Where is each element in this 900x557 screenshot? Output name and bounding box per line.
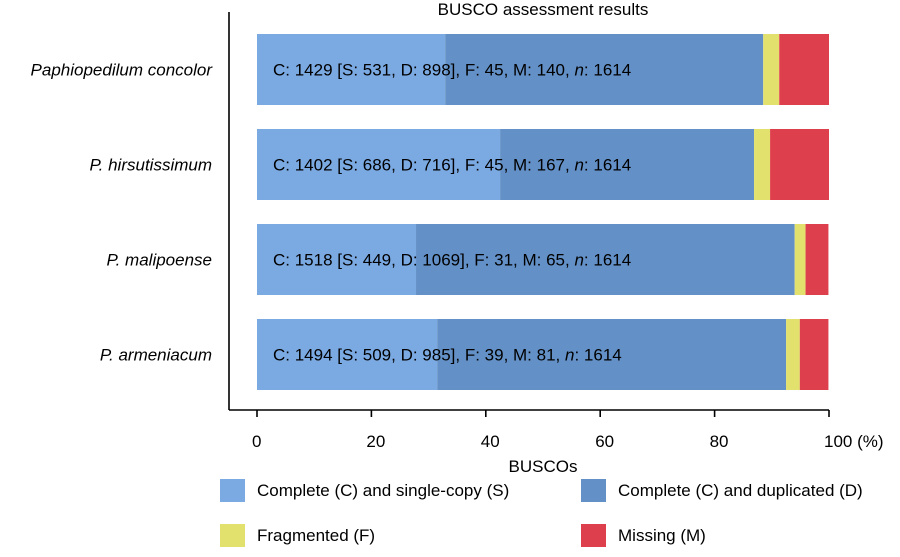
bar-segment-3-2 (416, 224, 795, 295)
bar-segment-2-2 (500, 129, 755, 200)
bar-segment-1-4 (779, 34, 829, 105)
bar-segment-3-4 (805, 224, 829, 295)
bar-annotation: C: 1518 [S: 449, D: 1069], F: 31, M: 65,… (273, 251, 631, 270)
x-axis-ticks: 0 20 40 60 80 100 (%) (252, 410, 884, 451)
bar-annotations: C: 1429 [S: 531, D: 898], F: 45, M: 140,… (273, 61, 631, 365)
bar-segment-2-3 (754, 129, 771, 200)
bar-segment-4-3 (786, 319, 800, 390)
legend-swatch (581, 479, 606, 502)
legend-label: Complete (C) and duplicated (D) (618, 481, 863, 500)
category-label: P. hirsutissimum (90, 156, 213, 175)
x-tick-label: 100 (%) (824, 432, 884, 451)
legend-swatch (581, 524, 606, 547)
legend-label: Fragmented (F) (257, 526, 375, 545)
category-labels: Paphiopedilum concolor P. hirsutissimum P.… (31, 61, 214, 365)
legend-label: Missing (M) (618, 526, 706, 545)
bar-segment-4-4 (799, 319, 829, 390)
bars-layer (257, 34, 829, 390)
bar-annotation: C: 1429 [S: 531, D: 898], F: 45, M: 140,… (273, 61, 631, 80)
legend-label: Complete (C) and single-copy (S) (257, 481, 509, 500)
x-tick-label: 0 (252, 432, 261, 451)
x-tick-label: 80 (710, 432, 729, 451)
bar-segment-1-3 (763, 34, 780, 105)
bar-annotation: C: 1402 [S: 686, D: 716], F: 45, M: 167,… (273, 156, 631, 175)
bar-segment-4-1 (257, 319, 438, 390)
category-label: P. malipoense (106, 251, 212, 270)
bar-segment-2-4 (770, 129, 829, 200)
category-label: Paphiopedilum concolor (31, 61, 214, 80)
x-tick-label: 20 (366, 432, 385, 451)
legend: Complete (C) and single-copy (S) Complete… (220, 479, 863, 547)
legend-swatch (220, 479, 245, 502)
bar-annotation: C: 1494 [S: 509, D: 985], F: 39, M: 81, … (273, 346, 622, 365)
legend-swatch (220, 524, 245, 547)
category-label: P. armeniacum (100, 346, 212, 365)
bar-segment-4-2 (437, 319, 787, 390)
bar-segment-3-3 (794, 224, 806, 295)
bar-segment-1-2 (445, 34, 764, 105)
bar-segment-3-1 (257, 224, 417, 295)
bar-segment-1-1 (257, 34, 446, 105)
x-tick-label: 60 (595, 432, 614, 451)
bar-segment-2-1 (257, 129, 501, 200)
chart-title: BUSCO assessment results (438, 0, 649, 19)
x-axis-label: BUSCOs (509, 457, 578, 476)
x-tick-label: 40 (481, 432, 500, 451)
